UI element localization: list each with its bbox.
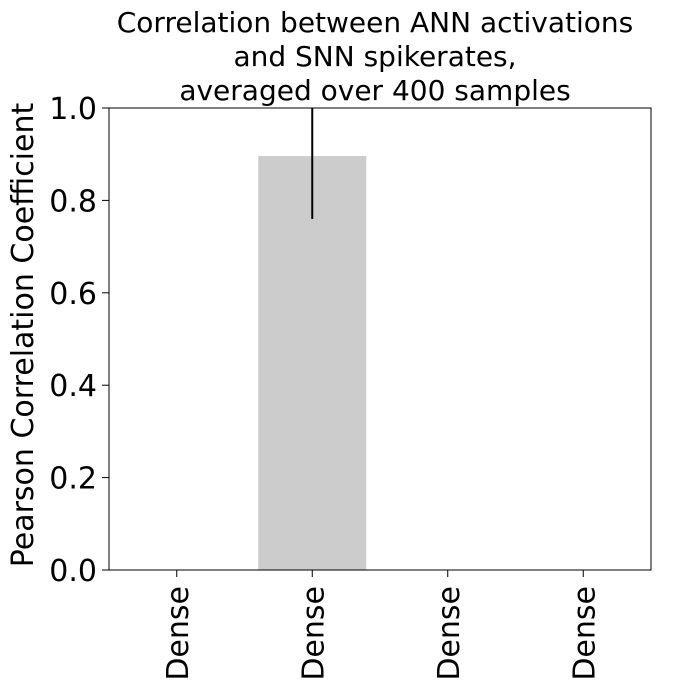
y-axis-label: Pearson Correlation Coefficient: [6, 103, 41, 568]
y-axis-ticks: 0.0 0.2 0.4 0.6 0.8 1.0: [49, 92, 109, 589]
x-tick-label: Dense: [432, 586, 467, 681]
y-tick-label: 0.4: [49, 369, 97, 404]
chart-title-line: Correlation between ANN activations: [117, 6, 633, 39]
x-tick-label: Dense: [161, 586, 196, 681]
chart-title-line: averaged over 400 samples: [179, 74, 570, 107]
x-tick-label: Dense: [296, 586, 331, 681]
y-tick-label: 0.2: [49, 462, 97, 497]
chart-title-line: and SNN spikerates,: [233, 40, 516, 73]
y-tick-label: 1.0: [49, 92, 97, 127]
x-axis-ticks: Dense Dense Dense Dense: [161, 570, 602, 681]
y-tick-label: 0.0: [49, 554, 97, 589]
plot-frame: [108, 107, 652, 571]
bar: [258, 156, 367, 570]
y-tick-label: 0.8: [49, 184, 97, 219]
bars: [258, 156, 367, 570]
x-tick-label: Dense: [567, 586, 602, 681]
y-tick-label: 0.6: [49, 277, 97, 312]
